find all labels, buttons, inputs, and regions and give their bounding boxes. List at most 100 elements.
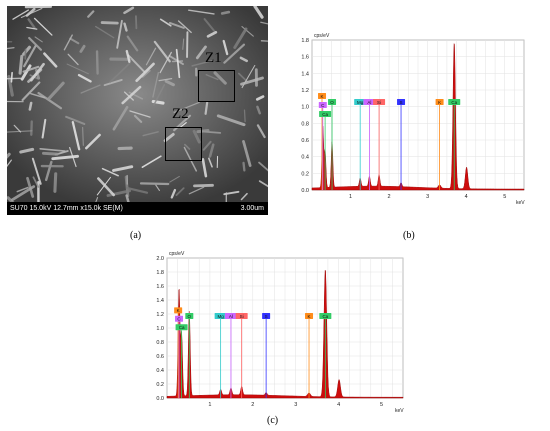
y-tick-label: 0.8	[301, 121, 309, 127]
element-tag-label: Mg	[357, 100, 364, 105]
sem-crystal	[258, 180, 268, 188]
sem-crystal	[180, 121, 187, 128]
element-tag	[235, 313, 248, 319]
sem-crystal	[173, 101, 200, 114]
zone-box-z1	[198, 70, 235, 102]
sem-crystal	[7, 196, 15, 202]
sem-crystal	[222, 39, 229, 56]
element-tag-label: O	[188, 314, 192, 319]
sem-crystal	[152, 71, 160, 98]
sem-crystal	[47, 81, 65, 101]
sem-crystal	[141, 69, 151, 78]
sem-crystal	[100, 21, 119, 25]
x-tick-label: 2	[251, 402, 254, 408]
element-tag-label: C	[177, 317, 181, 322]
sem-info: SU70 15.0kV 12.7mm x15.0k SE(M)	[10, 205, 123, 212]
element-tag	[175, 315, 184, 322]
y-tick-label: 1.4	[301, 71, 309, 77]
sem-crystal	[135, 62, 155, 83]
sem-crystal	[106, 189, 132, 197]
sem-crystal	[204, 101, 209, 115]
sem-crystal	[95, 25, 115, 39]
sem-crystal	[253, 6, 264, 19]
sem-crystal	[159, 18, 172, 27]
y-tick-label: 0.6	[156, 354, 164, 360]
element-tag	[435, 99, 444, 105]
sem-crystal	[123, 22, 128, 32]
y-tick-label: 1.6	[156, 284, 164, 290]
sem-crystal	[158, 77, 173, 82]
sem-crystal	[192, 129, 201, 144]
x-tick-label: 3	[426, 194, 429, 200]
y-tick-label: 2.0	[156, 256, 164, 262]
y-tick-label: 0.8	[156, 340, 164, 346]
sem-crystal	[77, 73, 92, 83]
element-tag	[319, 111, 332, 117]
sem-crystal	[243, 109, 246, 123]
sem-crystal	[34, 36, 43, 43]
spectrum-series	[166, 269, 404, 399]
element-tag-label: Ca	[322, 112, 328, 117]
sem-crystal	[240, 192, 248, 201]
sem-crystal	[127, 54, 146, 73]
sem-crystal	[255, 95, 265, 101]
sem-crystal	[184, 143, 191, 150]
sem-crystal	[53, 172, 58, 193]
sem-crystal	[188, 9, 215, 15]
element-tag	[224, 313, 237, 319]
sem-crystal	[71, 121, 81, 151]
element-tag-label: C	[321, 103, 325, 108]
sem-crystal	[153, 83, 166, 106]
sem-crystal	[16, 186, 29, 193]
sem-crystal	[33, 17, 53, 36]
sem-crystal	[103, 78, 123, 87]
sem-crystal	[42, 151, 59, 156]
sem-crystal	[23, 45, 37, 68]
sem-crystal	[28, 36, 43, 51]
y-tick-label: 0.0	[156, 396, 164, 402]
sem-crystal	[203, 18, 215, 32]
element-tag	[214, 313, 227, 319]
sem-crystal	[191, 59, 213, 67]
sem-crystal	[125, 186, 149, 194]
sem-crystal	[208, 157, 213, 168]
y-tick-label: 0.2	[156, 382, 164, 388]
element-tag-label: S	[400, 100, 403, 105]
sem-crystal	[65, 115, 86, 125]
sem-crystal	[22, 65, 40, 73]
scale-bar-label: 3.00um	[240, 205, 264, 212]
sem-crystal	[41, 118, 47, 139]
sem-crystal	[82, 126, 84, 146]
sem-crystal	[256, 105, 261, 115]
sem-crystal	[145, 47, 157, 66]
sem-crystal	[32, 176, 40, 188]
sem-crystal	[112, 105, 129, 131]
element-tag	[448, 99, 461, 105]
sem-crystal	[141, 155, 162, 168]
sem-crystal	[201, 158, 208, 178]
y-axis-label: cps/eV	[314, 33, 330, 39]
sem-crystal	[155, 184, 160, 191]
sem-crystal	[169, 175, 180, 183]
sem-crystal	[10, 185, 36, 202]
sem-crystal	[216, 114, 246, 127]
sem-crystal	[175, 48, 181, 79]
sem-crystal	[7, 130, 33, 133]
sem-crystal	[195, 45, 207, 60]
sem-crystal	[97, 177, 115, 197]
sem-crystal	[256, 124, 266, 139]
element-tag	[318, 93, 327, 99]
element-tag-label: O	[330, 100, 334, 105]
sem-crystal	[241, 26, 254, 37]
sem-crystal	[142, 131, 159, 137]
y-tick-label: 1.8	[156, 270, 164, 276]
sem-crystal	[7, 74, 14, 97]
sem-crystal	[43, 52, 58, 68]
sem-crystal	[95, 50, 99, 75]
element-tag-label: Ca	[322, 314, 328, 319]
sem-crystal	[51, 154, 80, 161]
sem-crystal	[177, 20, 192, 34]
sem-crystal	[39, 147, 66, 152]
y-tick-label: 1.0	[156, 326, 164, 332]
element-tag-label: Ca	[179, 325, 185, 330]
